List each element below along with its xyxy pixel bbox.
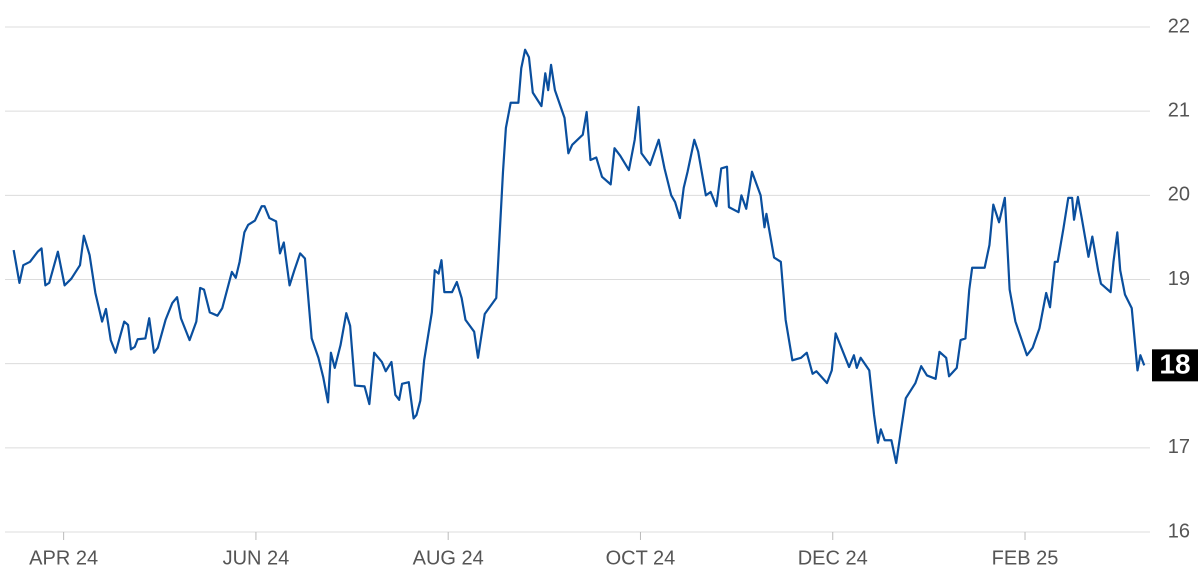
x-tick-label: APR 24 xyxy=(29,547,98,569)
current-value-box xyxy=(1152,349,1198,382)
x-tick-label: DEC 24 xyxy=(798,547,868,569)
x-tick-label: OCT 24 xyxy=(606,547,676,569)
price-line xyxy=(12,48,1146,465)
y-tick-label: 20 xyxy=(1168,184,1190,206)
x-tick-label: JUN 24 xyxy=(223,547,290,569)
y-tick-label: 21 xyxy=(1168,99,1190,121)
x-tick-label: AUG 24 xyxy=(413,547,484,569)
y-tick-label: 19 xyxy=(1168,268,1190,290)
y-tick-label: 16 xyxy=(1168,520,1190,542)
current-value-label: 18 xyxy=(1159,349,1190,380)
y-tick-label: 17 xyxy=(1168,436,1190,458)
y-tick-label: 22 xyxy=(1168,15,1190,37)
x-tick-label: FEB 25 xyxy=(992,547,1059,569)
